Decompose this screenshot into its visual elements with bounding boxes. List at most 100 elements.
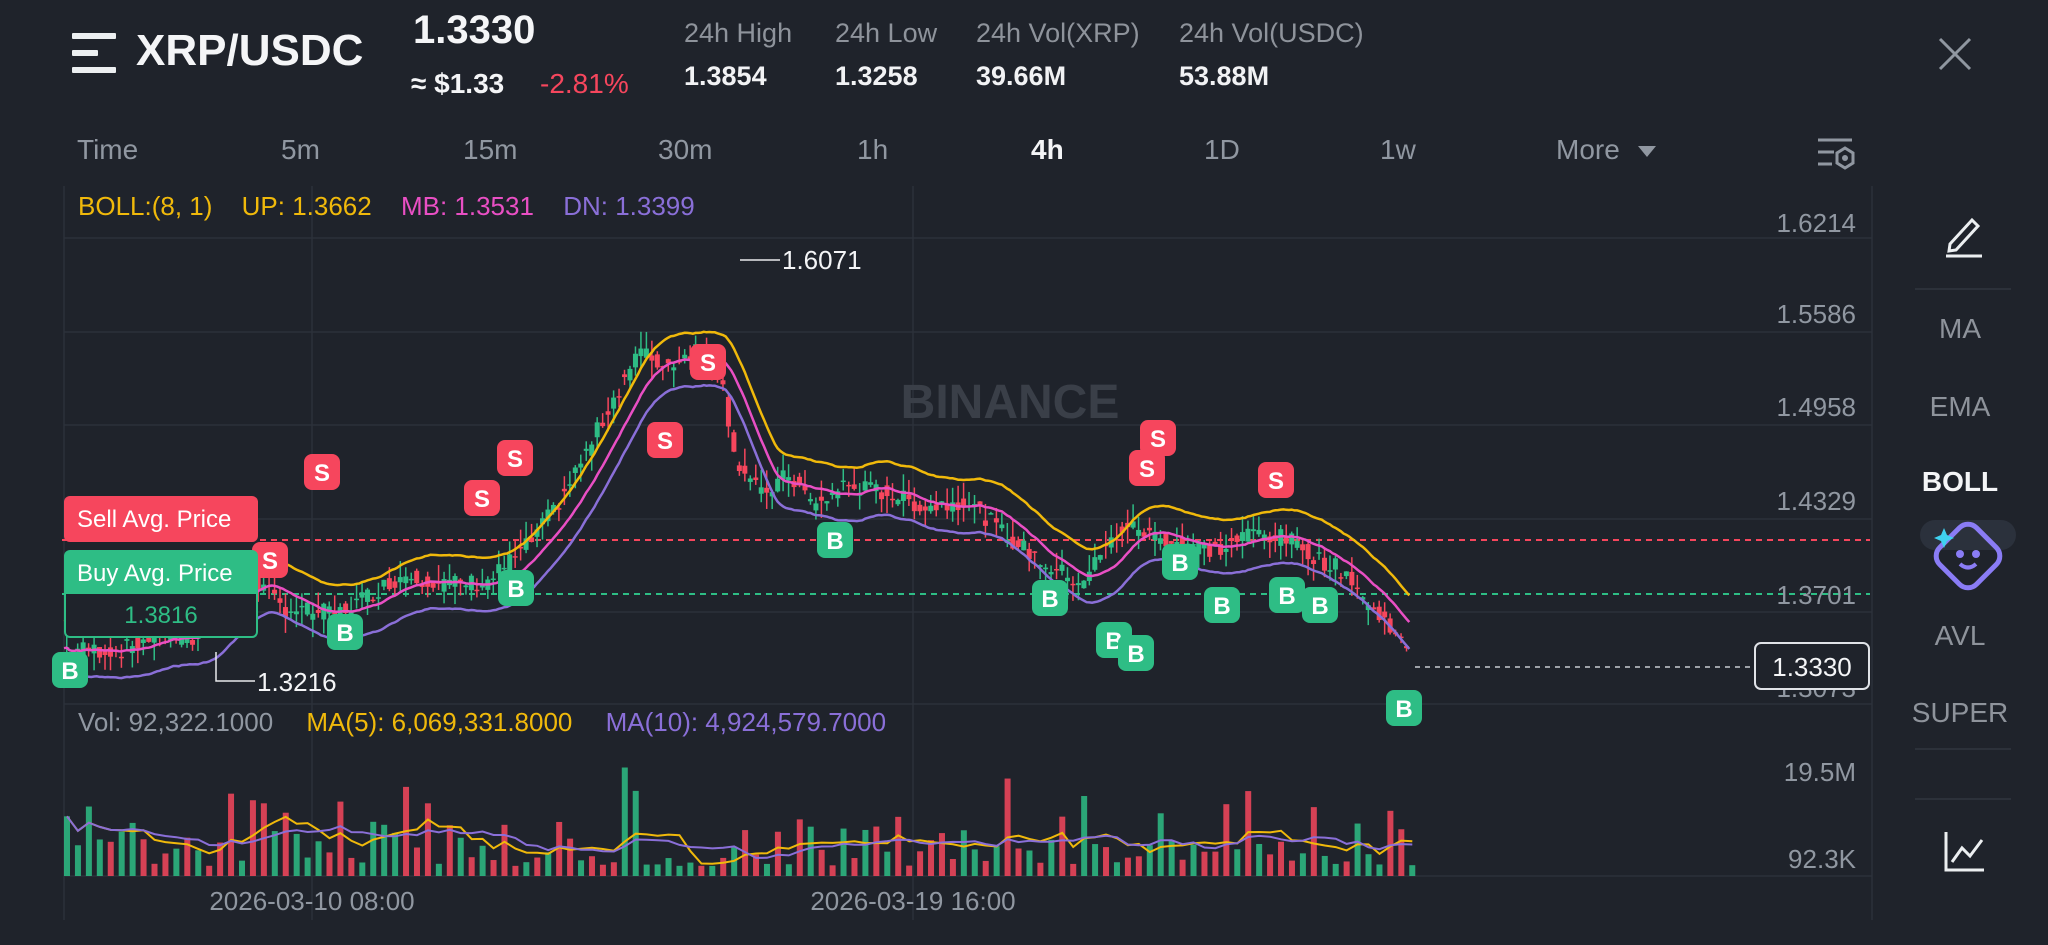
volume-bar — [140, 839, 147, 876]
candle-body — [906, 494, 912, 500]
indicator-avl[interactable]: AVL — [1934, 620, 1986, 651]
candle-body — [512, 556, 518, 558]
stat-label: 24h Vol(USDC) — [1179, 18, 1364, 48]
candle-body — [720, 380, 726, 385]
sell-marker: S — [252, 542, 288, 578]
volume-bar — [851, 858, 858, 876]
candle-body — [1026, 548, 1032, 559]
volume-bar — [763, 863, 770, 876]
chart-settings-icon[interactable] — [1816, 134, 1856, 174]
volume-bar — [217, 842, 224, 876]
candle-body — [277, 598, 283, 603]
candle-body — [1157, 538, 1163, 544]
tab-1w[interactable]: 1w — [1380, 134, 1416, 165]
candle-body — [272, 589, 278, 594]
candle-body — [529, 537, 535, 543]
candle-body — [310, 613, 316, 620]
volume-bar — [621, 767, 628, 876]
indicator-ema[interactable]: EMA — [1929, 391, 1991, 422]
tab-15m[interactable]: 15m — [463, 134, 518, 165]
volume-value: Vol: 92,322.1000 — [78, 707, 273, 737]
candle-body — [1311, 560, 1317, 565]
menu-icon[interactable] — [72, 33, 116, 73]
volume-bar — [151, 863, 158, 876]
tab-5m[interactable]: 5m — [281, 134, 320, 165]
marker-badge — [327, 614, 363, 650]
tab-30m[interactable]: 30m — [658, 134, 713, 165]
binance-watermark: BINANCE — [901, 376, 1120, 429]
tab-1h[interactable]: 1h — [857, 134, 889, 165]
candle-body — [1256, 529, 1262, 535]
marker-badge — [52, 652, 88, 688]
volume-bar — [85, 806, 92, 876]
candle-body — [1054, 569, 1060, 571]
marker-label: B — [61, 658, 78, 685]
candle-body — [1382, 611, 1388, 618]
candle-body — [807, 499, 813, 502]
candle-body — [288, 611, 294, 613]
candle-body — [758, 487, 764, 494]
candle-body — [600, 422, 606, 427]
volume-bar — [1201, 851, 1208, 876]
pair-title[interactable]: XRP/USDC — [136, 26, 364, 75]
candle-body — [632, 353, 638, 368]
candle-body — [550, 504, 556, 513]
volume-bar — [588, 856, 595, 876]
volume-bar — [413, 847, 420, 876]
time-axis-label: 2026-03-10 08:00 — [209, 886, 414, 916]
tab-time[interactable]: Time — [77, 134, 139, 165]
marker-badge — [497, 440, 533, 476]
tab-4h[interactable]: 4h — [1031, 134, 1064, 165]
buy-marker: B — [498, 570, 534, 606]
line-chart-icon[interactable] — [1942, 830, 1986, 874]
candle-body — [1064, 577, 1070, 582]
price-axis-label: 1.4958 — [1776, 392, 1856, 422]
candle-body — [315, 610, 321, 613]
indicator-super[interactable]: SUPER — [1911, 697, 2009, 728]
volume-bar — [960, 830, 967, 876]
candle-body — [490, 578, 496, 581]
tab-more-label: More — [1556, 134, 1620, 165]
candle-body — [1059, 564, 1065, 571]
marker-label: B — [1127, 641, 1144, 668]
volume-bar — [490, 860, 497, 876]
candle-body — [747, 478, 753, 482]
marker-badge — [1269, 577, 1305, 613]
candle-body — [813, 503, 819, 511]
candle-body — [1343, 571, 1349, 577]
candle-body — [1223, 548, 1229, 552]
candle-body — [107, 647, 113, 657]
tab-1d[interactable]: 1D — [1204, 134, 1240, 165]
marker-label: B — [1278, 583, 1295, 610]
volume-bar — [271, 831, 278, 876]
stat-24h-vol-quote: 24h Vol(USDC) 53.88M — [1179, 18, 1364, 92]
candle-body — [665, 359, 671, 364]
volume-bar — [1048, 839, 1055, 876]
indicator-ma[interactable]: MA — [1939, 313, 1981, 344]
close-icon[interactable] — [1935, 34, 1975, 74]
pencil-icon[interactable] — [1942, 210, 1986, 258]
marker-label: S — [1139, 456, 1155, 483]
candle-body — [1250, 529, 1256, 532]
volume-bar — [949, 859, 956, 876]
volume-bar — [676, 865, 683, 876]
indicator-boll[interactable]: BOLL — [1921, 466, 1999, 497]
candle-body — [1081, 580, 1087, 589]
candle-body — [1196, 541, 1202, 555]
volume-axis-bottom: 92.3K — [1788, 844, 1857, 874]
volume-bar — [315, 841, 322, 876]
marker-badge — [647, 422, 683, 458]
marker-label: S — [314, 460, 330, 487]
marker-badge — [252, 542, 288, 578]
candle-body — [518, 546, 524, 549]
ai-assistant-icon[interactable] — [1920, 518, 2016, 598]
stat-value: 39.66M — [976, 61, 1067, 91]
candle-body — [1360, 597, 1366, 600]
candle-body — [1300, 544, 1306, 551]
tab-more[interactable]: More — [1556, 134, 1656, 166]
volume-bar — [1092, 844, 1099, 876]
sell-marker: S — [647, 422, 683, 458]
boll-up: UP: 1.3662 — [242, 191, 372, 221]
